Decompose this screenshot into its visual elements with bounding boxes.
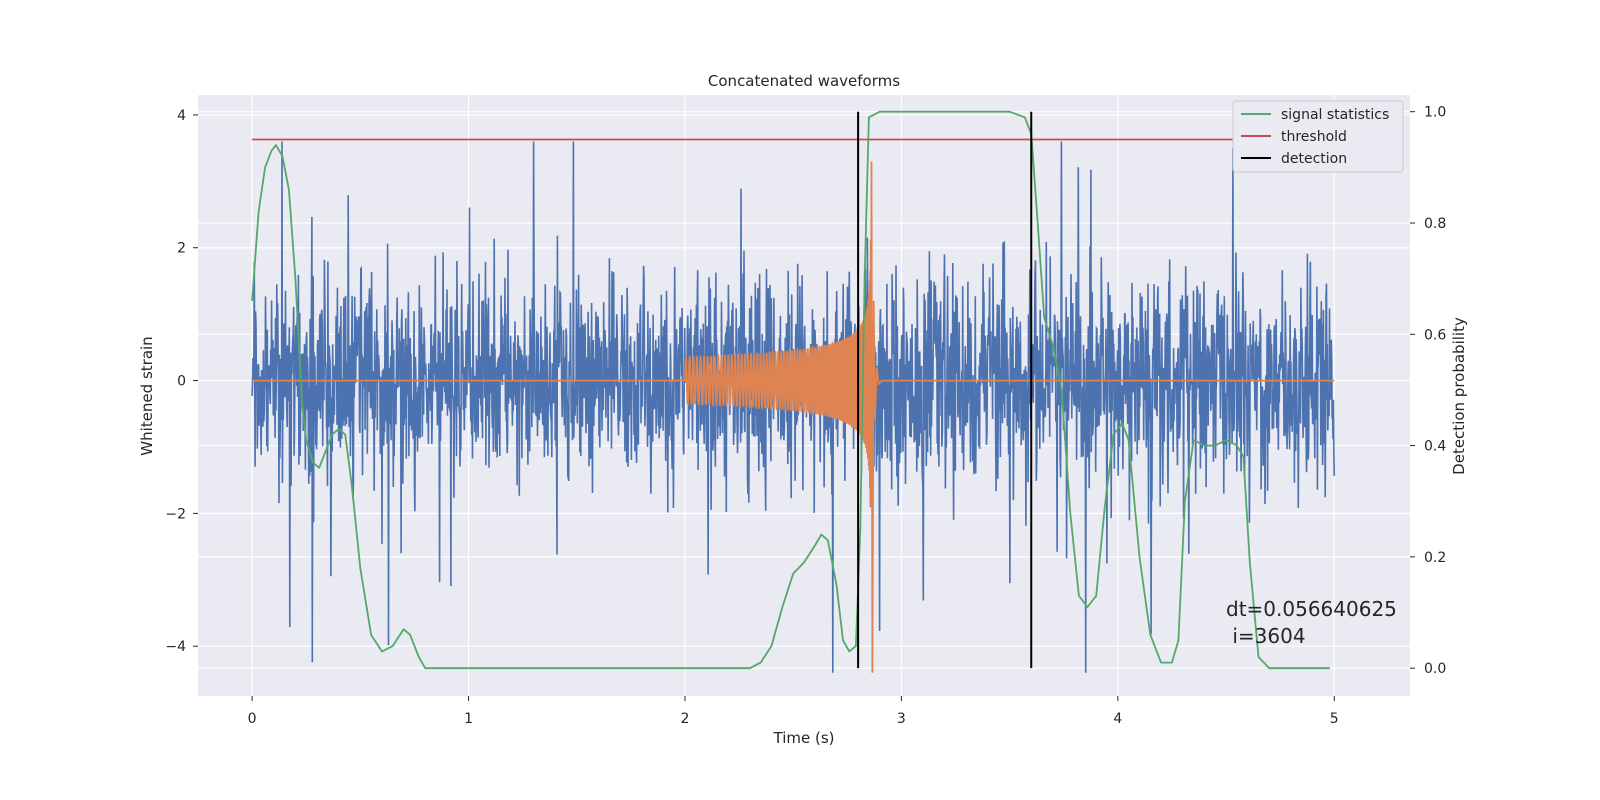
legend-label-detection: detection <box>1281 151 1347 167</box>
legend: signal statistics threshold detection <box>1232 100 1404 173</box>
y-right-tick-label: 1.0 <box>1424 105 1446 121</box>
y-tick-label: −2 <box>165 506 186 522</box>
signal-statistics-line <box>251 110 1330 670</box>
y-tick-label: 4 <box>177 108 186 124</box>
legend-box <box>1232 100 1404 173</box>
y-right-tick-label: 0.6 <box>1424 327 1446 343</box>
y-right-tick-label: 0.8 <box>1424 216 1446 232</box>
x-tick-label: 4 <box>1113 711 1122 727</box>
y-tick-label: 0 <box>177 374 186 390</box>
y-right-tick-label: 0.4 <box>1424 439 1446 455</box>
x-tick-label: 0 <box>248 711 257 727</box>
axes-layer: 0 1 2 3 4 5 −4 −2 0 2 4 0.0 0.2 0.4 0.6 0.8 1.0 <box>165 105 1446 727</box>
x-tick-label: 2 <box>681 711 690 727</box>
y-tick-label: 2 <box>177 241 186 257</box>
y-axis-label: Whitened strain <box>138 336 156 455</box>
x-axis-label: Time (s) <box>773 729 835 747</box>
annotation-dt: dt=0.056640625 <box>1226 597 1397 621</box>
chirp-series <box>252 161 1335 673</box>
y-right-tick-label: 0.0 <box>1424 661 1446 677</box>
x-tick-label: 5 <box>1330 711 1339 727</box>
y-right-tick-label: 0.2 <box>1424 550 1446 566</box>
series-layer <box>251 110 1356 673</box>
annotation-index: i=3604 <box>1226 624 1306 648</box>
legend-label-signal-statistics: signal statistics <box>1281 107 1389 123</box>
x-tick-label: 3 <box>897 711 906 727</box>
legend-label-threshold: threshold <box>1281 129 1347 145</box>
chart-title: Concatenated waveforms <box>708 72 900 90</box>
y-right-axis-label: Detection probability <box>1450 317 1468 475</box>
y-tick-label: −4 <box>165 639 186 655</box>
x-tick-label: 1 <box>464 711 473 727</box>
